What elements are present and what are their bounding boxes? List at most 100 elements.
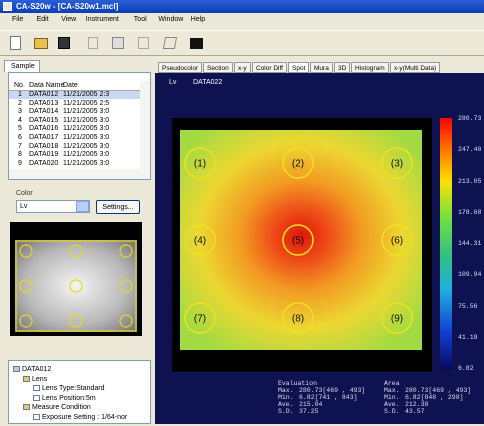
menu-item[interactable]: Instrument	[85, 16, 119, 23]
scale-label: 75.56	[458, 302, 478, 310]
view-tab[interactable]: x-y	[234, 62, 251, 73]
scale-label: 144.31	[458, 240, 482, 247]
save-icon[interactable]	[58, 37, 70, 49]
menu-item[interactable]: File	[12, 16, 24, 23]
view-tab[interactable]: Mura	[310, 62, 333, 73]
tree-item[interactable]: Lens Type:Standard	[42, 385, 105, 393]
table-header: No.	[14, 82, 25, 89]
table-cell[interactable]: 11/21/2005 3:0	[63, 116, 110, 124]
table-cell[interactable]: 7	[18, 142, 22, 150]
table-cell[interactable]: DATA020	[29, 159, 59, 167]
table-cell[interactable]: 11/21/2005 3:0	[63, 142, 110, 150]
menu-item[interactable]: Edit	[36, 16, 49, 23]
table-cell[interactable]: DATA018	[29, 142, 59, 150]
table-cell[interactable]: 8	[18, 151, 22, 159]
view-tab[interactable]: x-y(Multi Data)	[390, 62, 441, 73]
table-header: Date	[63, 82, 78, 89]
tree-icon	[33, 385, 40, 392]
new-icon[interactable]	[10, 36, 21, 50]
sample-tab[interactable]: Sample	[4, 60, 40, 72]
spot-label: (4)	[194, 236, 206, 247]
stats-key: Max.	[384, 387, 400, 394]
tree-item[interactable]: Measure Condition	[32, 404, 91, 412]
view-tab[interactable]: 3D	[334, 62, 351, 73]
tree-icon	[23, 404, 30, 411]
table-cell[interactable]: DATA019	[29, 151, 59, 159]
copy-icon[interactable]	[112, 37, 124, 49]
paste-icon[interactable]	[138, 37, 149, 49]
table-cell[interactable]: 11/21/2005 3:0	[63, 151, 110, 159]
menu-item[interactable]: View	[61, 16, 77, 23]
dropdown-arrow[interactable]	[76, 201, 89, 212]
tree-item[interactable]: Lens	[32, 375, 48, 383]
stats-key: S.D.	[278, 408, 294, 415]
tree-item[interactable]: Lens Position:5m	[42, 394, 96, 402]
tree-item[interactable]: Exposure Setting : 1/64-nor	[42, 414, 128, 421]
measure-icon[interactable]	[162, 37, 178, 49]
horizontal-scrollbar[interactable]	[9, 169, 150, 179]
table-cell[interactable]: 11/21/2005 2:5	[63, 99, 110, 107]
table-cell[interactable]: DATA017	[29, 134, 59, 141]
spot-circle[interactable]	[184, 224, 216, 256]
settings-button[interactable]: Settings...	[96, 200, 140, 214]
cut-icon[interactable]	[88, 37, 98, 49]
scale-label: 6.82	[458, 365, 474, 372]
table-cell[interactable]: 2	[18, 99, 22, 107]
spot-label: (1)	[194, 159, 206, 170]
table-cell[interactable]: 3	[18, 108, 22, 116]
spot-circle[interactable]	[381, 147, 413, 179]
table-cell[interactable]: 4	[18, 116, 22, 124]
view-tab[interactable]: Pseudocolor	[158, 62, 203, 73]
scale-label: 213.05	[458, 177, 482, 185]
view-tab[interactable]: Color Diff	[252, 62, 287, 73]
open-icon[interactable]	[34, 38, 48, 49]
app-icon	[3, 2, 12, 11]
tree-item[interactable]: DATA012	[22, 366, 52, 373]
camera-icon[interactable]	[190, 38, 203, 49]
vertical-scrollbar[interactable]	[140, 81, 150, 169]
thumbnail-spots	[19, 244, 133, 328]
spot-label: (5)	[292, 236, 304, 247]
spot-label: (8)	[292, 314, 304, 325]
table-cell[interactable]: 1	[18, 91, 22, 98]
spot-circle[interactable]	[282, 302, 314, 334]
table-cell[interactable]: 11/21/2005 3:0	[63, 134, 110, 141]
table-cell[interactable]: 5	[18, 125, 22, 133]
spot-circle[interactable]	[184, 147, 216, 179]
spot-circle[interactable]	[282, 224, 314, 256]
spot-circle[interactable]	[381, 302, 413, 334]
spot-circle[interactable]	[381, 224, 413, 256]
stats-key: Max.	[278, 387, 294, 394]
quantity-label: Lv	[169, 79, 177, 86]
view-tab[interactable]: Section	[203, 62, 233, 73]
stats-value: 37.25	[299, 408, 319, 415]
table-cell[interactable]: DATA015	[29, 116, 59, 124]
table-cell[interactable]: 9	[18, 159, 22, 167]
table-cell[interactable]: DATA012	[29, 91, 59, 98]
spot-label: (2)	[292, 159, 304, 170]
view-tab[interactable]: Histogram	[351, 62, 389, 73]
menu-bar	[0, 13, 484, 27]
table-cell[interactable]: DATA014	[29, 108, 59, 116]
table-cell[interactable]: 11/21/2005 2:3	[63, 91, 110, 98]
table-cell[interactable]: 11/21/2005 3:0	[63, 125, 110, 133]
spot-circle[interactable]	[282, 147, 314, 179]
stats-key: Min.	[278, 394, 294, 401]
stats-value: 6.82[741 , 843]	[299, 394, 358, 401]
spot-circle[interactable]	[184, 302, 216, 334]
table-cell[interactable]: DATA016	[29, 125, 59, 133]
menu-item[interactable]: Help	[190, 16, 206, 23]
table-cell[interactable]: 11/21/2005 3:0	[63, 108, 110, 116]
selected-row[interactable]	[9, 91, 140, 99]
thumbnail	[10, 222, 142, 336]
menu-item[interactable]: Tool	[133, 16, 147, 23]
tree-icon	[23, 375, 30, 382]
stats-value: 43.57	[405, 408, 425, 415]
table-cell[interactable]: DATA013	[29, 99, 59, 107]
table-cell[interactable]: 6	[18, 134, 22, 141]
color-select[interactable]: Lv	[16, 200, 90, 213]
table-cell[interactable]: 11/21/2005 3:0	[63, 159, 110, 167]
view-tab[interactable]: Spot	[288, 62, 310, 73]
menu-item[interactable]: Window	[158, 16, 184, 23]
